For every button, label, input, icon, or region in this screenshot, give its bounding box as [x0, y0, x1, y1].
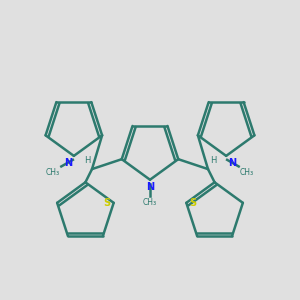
Text: N: N — [228, 158, 236, 167]
Text: CH₃: CH₃ — [143, 198, 157, 207]
Text: CH₃: CH₃ — [240, 168, 254, 177]
Text: N: N — [64, 158, 72, 167]
Text: N: N — [146, 182, 154, 192]
Text: S: S — [103, 198, 110, 208]
Text: H: H — [210, 156, 216, 165]
Text: CH₃: CH₃ — [46, 168, 60, 177]
Text: H: H — [84, 156, 90, 165]
Text: S: S — [190, 198, 197, 208]
